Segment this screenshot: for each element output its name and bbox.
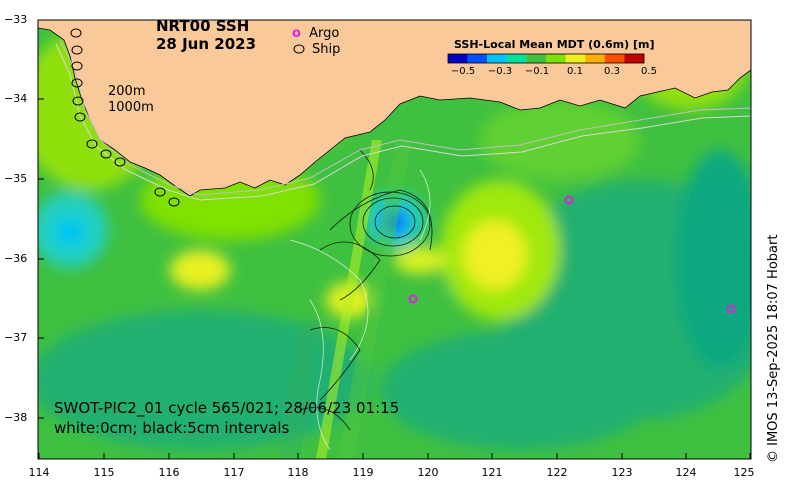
lon-tick: 118 bbox=[287, 466, 309, 479]
credit-text: © IMOS 13-Sep-2025 18:07 Hobart bbox=[766, 234, 781, 463]
product-name: NRT00 SSH bbox=[156, 17, 250, 35]
legend-argo: o Argo bbox=[292, 26, 339, 41]
ship-symbol bbox=[293, 44, 305, 54]
lon-tick: 123 bbox=[611, 466, 633, 479]
colorbar-tick: −0.5 bbox=[450, 66, 476, 77]
lon-tick: 115 bbox=[93, 466, 115, 479]
lat-tick: −37 bbox=[4, 331, 28, 344]
colorbar bbox=[447, 53, 645, 64]
lat-tick: −34 bbox=[4, 92, 28, 105]
lon-tick: 122 bbox=[546, 466, 568, 479]
lon-tick: 117 bbox=[223, 466, 245, 479]
lat-tick: −38 bbox=[4, 411, 28, 424]
lon-tick: 124 bbox=[675, 466, 697, 479]
lon-tick: 121 bbox=[481, 466, 503, 479]
lat-tick: −36 bbox=[4, 252, 28, 265]
colorbar-tick: 0.3 bbox=[604, 66, 620, 77]
lat-tick: −35 bbox=[4, 172, 28, 185]
ship-label: Ship bbox=[312, 42, 341, 57]
lon-tick: 114 bbox=[28, 466, 50, 479]
colorbar-title: SSH-Local Mean MDT (0.6m) [m] bbox=[454, 38, 655, 51]
colorbar-tick: −0.1 bbox=[524, 66, 550, 77]
lon-tick: 116 bbox=[158, 466, 180, 479]
ssh-field bbox=[38, 20, 751, 459]
lat-tick: −33 bbox=[4, 13, 28, 26]
lon-tick: 119 bbox=[352, 466, 374, 479]
swath-caption: SWOT-PIC2_01 cycle 565/021; 28/06/23 01:… bbox=[54, 399, 400, 417]
argo-floats bbox=[408, 195, 736, 314]
argo-label: Argo bbox=[309, 26, 340, 41]
depth-label-1000m: 1000m bbox=[108, 100, 154, 115]
argo-symbol: o bbox=[292, 26, 301, 41]
colorbar-tick: 0.5 bbox=[641, 66, 657, 77]
colorbar-tick: −0.3 bbox=[487, 66, 513, 77]
ship-track bbox=[70, 28, 180, 207]
contour-caption: white:0cm; black:5cm intervals bbox=[54, 419, 290, 437]
map-date: 28 Jun 2023 bbox=[156, 35, 257, 53]
lon-tick: 125 bbox=[733, 466, 755, 479]
lon-tick: 120 bbox=[417, 466, 439, 479]
depth-label-200m: 200m bbox=[108, 84, 146, 99]
colorbar-tick: 0.1 bbox=[567, 66, 583, 77]
map-title: NRT00 SSH 28 Jun 2023 bbox=[156, 17, 256, 53]
